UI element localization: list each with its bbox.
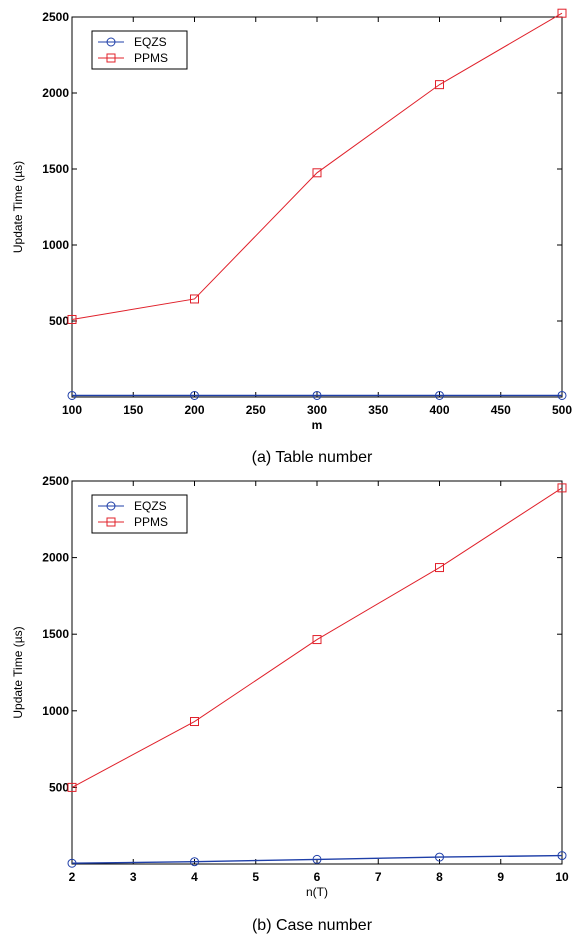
chart-a-xtick-label: 300 [307,403,327,417]
chart-a-xtick-label: 400 [429,403,449,417]
chart-b-series-ppms-line [71,487,563,788]
chart-a-point-ppms [312,168,322,178]
chart-b-series-eqzs-line [71,854,563,864]
chart-a-legend-label-ppms: PPMS [134,51,168,65]
chart-b-point-ppms [67,782,77,792]
chart-b-svg: 2 3 4 5 6 7 8 9 10 500 1000 1500 2000 2500 n(T) Update … [11,474,569,934]
chart-a-legend [91,30,188,70]
chart-b-ytick-label: 1500 [42,627,69,641]
chart-b-ylabel: Update Time (µs) [11,626,25,718]
chart-b: 2 3 4 5 6 7 8 9 10 500 1000 1500 2000 2500 n(T) Update … [0,470,573,939]
chart-b-plot-frame [71,480,563,865]
chart-a-ylabel: Update Time (µs) [11,161,25,253]
chart-a-ytick-label: 500 [49,314,69,328]
chart-a-legend-marker-ppms [106,53,116,63]
chart-a-xtick-label: 450 [491,403,511,417]
chart-b-point-ppms [557,483,567,493]
chart-b-xtick-label: 3 [130,870,137,884]
chart-a-xtick-label: 250 [246,403,266,417]
chart-b-legend-marker-eqzs [106,501,116,511]
chart-b-point-eqzs [190,857,199,867]
chart-a-ytick-label: 2000 [42,86,69,100]
chart-b-point-ppms [435,563,444,573]
chart-a-plot-frame [71,16,563,398]
chart-b-xtick-label: 8 [436,870,443,884]
chart-a-point-ppms [435,80,444,90]
chart-a-xtick-label: 150 [123,403,143,417]
chart-b-xtick-label: 7 [375,870,382,884]
chart-a-ytick-label: 1000 [42,238,69,252]
chart-b-ytick-label: 500 [49,780,69,794]
chart-a-xlabel: m [312,418,323,432]
chart-b-legend-marker-ppms [106,517,116,527]
chart-b-xtick-label: 9 [497,870,504,884]
chart-b-ytick-label: 1000 [42,704,69,718]
chart-b-point-eqzs [67,858,77,868]
chart-b-ytick-label: 2000 [42,551,69,565]
chart-a-xtick-label: 350 [368,403,388,417]
chart-b-xtick-label: 10 [555,870,569,884]
chart-b-point-eqzs [557,851,567,861]
chart-a-xtick-label: 200 [184,403,204,417]
chart-a-point-ppms [67,314,77,324]
chart-b-point-ppms [190,717,199,727]
chart-b-ytick-label: 2500 [42,474,69,488]
chart-a-point-eqzs [67,390,77,400]
chart-a-point-ppms [190,294,199,304]
chart-a-point-eqzs [190,390,199,400]
chart-a-xtick-label: 100 [62,403,82,417]
chart-b-xtick-label: 4 [191,870,198,884]
chart-a-caption: (a) Table number [252,449,373,466]
chart-a-point-eqzs [435,390,444,400]
chart-b-legend-label-ppms: PPMS [134,515,168,529]
chart-a-xtick-label: 500 [552,403,572,417]
chart-a: 100 150 200 250 300 350 400 450 500 500 1000 1500 20… [11,8,572,466]
chart-b-legend [91,494,188,534]
chart-a-svg: 100 150 200 250 300 350 400 450 500 500 1000 1500 20… [11,8,572,466]
chart-b-xlabel: n(T) [306,885,328,899]
chart-a-legend-label-eqzs: EQZS [134,35,167,49]
chart-a-point-eqzs [557,390,567,400]
chart-b-point-eqzs [435,852,444,862]
chart-b-xtick-label: 2 [69,870,76,884]
chart-b-point-eqzs [312,854,322,864]
chart-a-ytick-label: 2500 [42,10,69,24]
chart-a-point-ppms [557,8,567,18]
chart-b-xtick-label: 6 [314,870,321,884]
chart-b-legend-label-eqzs: EQZS [134,499,167,513]
chart-b-point-ppms [312,635,322,645]
chart-a-ytick-label: 1500 [42,162,69,176]
chart-a-legend-marker-eqzs [106,37,116,47]
chart-a-point-eqzs [312,390,322,400]
chart-b-xtick-label: 5 [252,870,259,884]
chart-a-series-ppms-line [71,12,563,320]
chart-b-caption: (b) Case number [252,917,373,934]
